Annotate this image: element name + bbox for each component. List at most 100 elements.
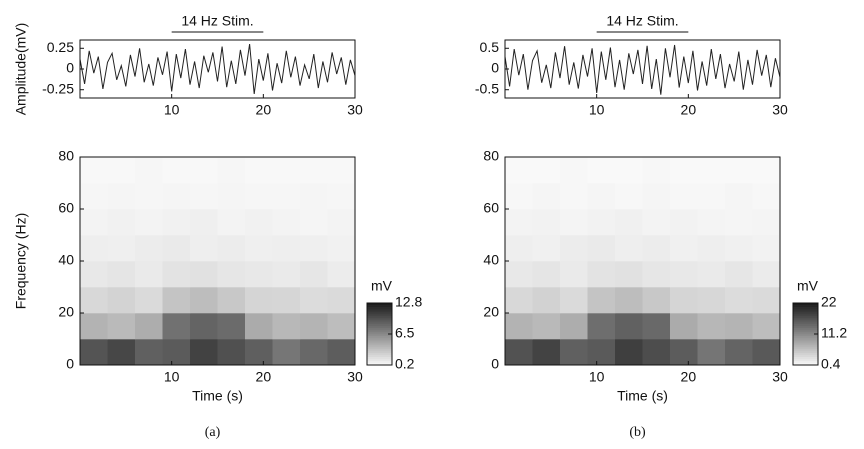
heat-cell	[190, 339, 218, 366]
x-tick-label: 10	[589, 369, 605, 385]
heat-cell	[272, 157, 301, 184]
heat-cell	[670, 209, 698, 236]
heat-cell	[327, 261, 356, 288]
colorbar-step	[793, 356, 818, 360]
heat-cell	[272, 313, 301, 340]
heat-cell	[560, 261, 588, 288]
x-tick-label: 10	[164, 369, 180, 385]
heat-cell	[135, 209, 163, 236]
heat-cell	[615, 235, 643, 262]
heat-cell	[135, 157, 163, 184]
heat-cell	[532, 261, 561, 288]
y-tick-label: 40	[483, 252, 499, 268]
colorbar-step	[793, 354, 818, 358]
y-tick-label: 0.5	[480, 39, 500, 55]
heat-cell	[587, 209, 616, 236]
colorbar-step	[367, 348, 392, 351]
heat-cell	[162, 235, 191, 262]
heat-cell	[327, 235, 356, 262]
heat-cell	[505, 339, 533, 366]
y-tick-label: 0	[491, 356, 499, 372]
colorbar-step	[793, 340, 818, 343]
heat-cell	[245, 339, 273, 366]
heat-cell	[300, 183, 328, 210]
heat-cell	[80, 287, 108, 314]
heat-cell	[642, 313, 671, 340]
heat-cell	[272, 261, 301, 288]
colorbar-step	[367, 319, 392, 322]
heat-cell	[80, 183, 108, 210]
heat-cell	[300, 313, 328, 340]
heat-cell	[272, 209, 301, 236]
heat-cell	[327, 287, 356, 314]
heat-cell	[532, 209, 561, 236]
heat-cell	[217, 183, 246, 210]
heat-cell	[80, 157, 108, 184]
colorbar-step	[367, 311, 392, 314]
heat-cell	[217, 209, 246, 236]
annotation-text: 14 Hz Stim.	[606, 13, 678, 29]
y-tick-label: 60	[58, 200, 74, 216]
colorbar-step	[793, 352, 818, 355]
colorbar-step	[367, 325, 392, 329]
colorbar-step	[793, 358, 818, 362]
colorbar-tick-label: 6.5	[395, 325, 415, 341]
heat-cell	[190, 287, 218, 314]
heat-cell	[670, 339, 698, 366]
heat-cell	[217, 261, 246, 288]
heat-cell	[670, 313, 698, 340]
colorbar-step	[793, 325, 818, 329]
colorbar-step	[793, 313, 818, 316]
heat-cell	[752, 157, 781, 184]
heat-cell	[697, 209, 726, 236]
x-tick-label: 20	[681, 369, 697, 385]
colorbar-step	[793, 334, 818, 337]
heat-cell	[190, 183, 218, 210]
heat-cell	[532, 235, 561, 262]
heat-cell	[190, 209, 218, 236]
heat-cell	[642, 235, 671, 262]
heat-cell	[107, 209, 136, 236]
y-tick-label: 80	[58, 148, 74, 164]
heat-cell	[752, 209, 781, 236]
annotation-text: 14 Hz Stim.	[181, 13, 253, 29]
x-tick-label: 10	[589, 102, 605, 118]
heat-cell	[560, 287, 588, 314]
heat-cell	[587, 313, 616, 340]
colorbar-step	[793, 346, 818, 349]
heat-cell	[560, 157, 588, 184]
colorbar-step	[793, 342, 818, 345]
heat-cell	[245, 261, 273, 288]
colorbar-step	[793, 331, 818, 335]
heat-cell	[245, 235, 273, 262]
heat-cell	[505, 235, 533, 262]
heat-cell	[725, 261, 753, 288]
heat-cell	[107, 235, 136, 262]
colorbar-step	[793, 309, 818, 312]
heat-cell	[135, 183, 163, 210]
panel-caption: (b)	[629, 425, 646, 440]
colorbar-step	[367, 350, 392, 353]
heat-cell	[587, 261, 616, 288]
colorbar-step	[367, 336, 392, 339]
colorbar-tick-label: 22	[821, 294, 837, 310]
colorbar-step	[367, 338, 392, 341]
heat-cell	[587, 339, 616, 366]
y-tick-label: 20	[483, 304, 499, 320]
x-axis-label: Time (s)	[192, 388, 243, 404]
heat-cell	[615, 287, 643, 314]
heat-cell	[190, 313, 218, 340]
heat-cell	[560, 183, 588, 210]
colorbar-step	[367, 354, 392, 358]
colorbar-step	[367, 340, 392, 343]
heat-cell	[532, 339, 561, 366]
heat-cell	[300, 235, 328, 262]
heat-cell	[272, 287, 301, 314]
colorbar-step	[367, 327, 392, 331]
heat-cell	[217, 313, 246, 340]
y-tick-label: 60	[483, 200, 499, 216]
heat-cell	[752, 235, 781, 262]
heat-cell	[752, 261, 781, 288]
x-tick-label: 30	[772, 369, 788, 385]
